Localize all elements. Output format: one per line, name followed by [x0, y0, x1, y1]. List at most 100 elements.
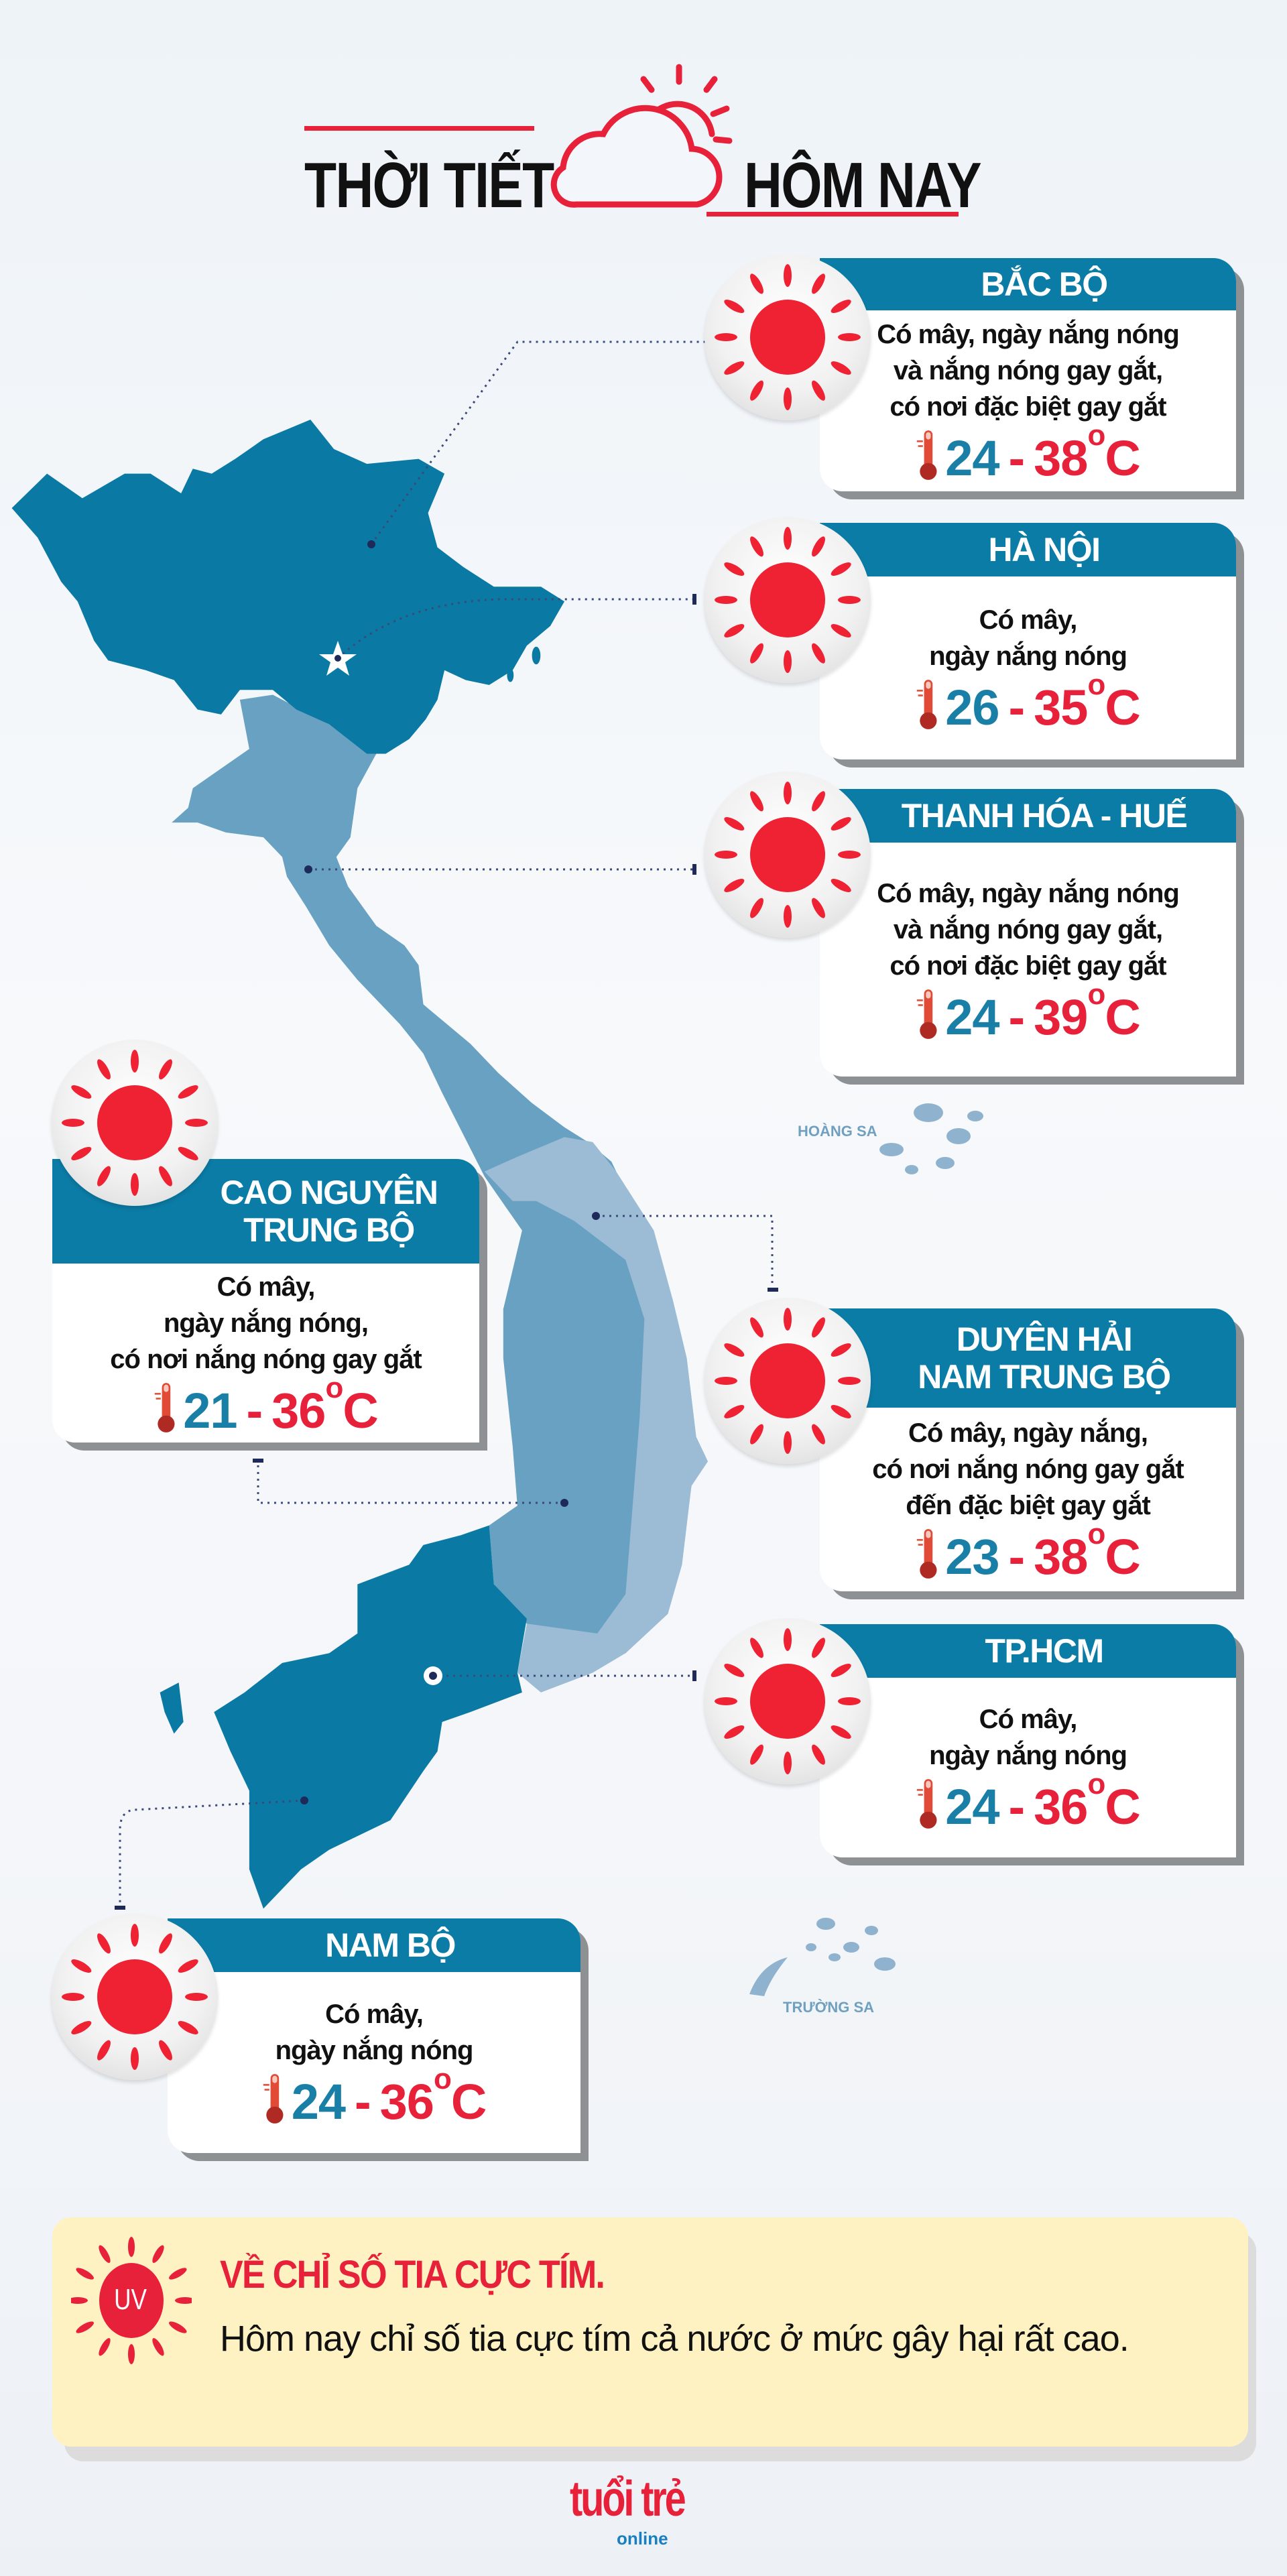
sun-ray	[724, 1343, 745, 1357]
temp-separator: -	[1008, 1529, 1026, 1585]
uv-sun-ray	[76, 2268, 94, 2280]
sun-ray	[724, 879, 745, 892]
temperature-range: 24-39 o C	[916, 978, 1141, 1045]
uv-sun-ray	[76, 2321, 94, 2333]
temp-min: 24	[945, 1779, 999, 1835]
card-body: Có mây, ngày nắng nóng 24-36 o C	[168, 1972, 580, 2153]
sun-ray	[715, 596, 737, 604]
sun-ray	[784, 1431, 792, 1454]
sun-ray	[715, 1377, 737, 1385]
degree-symbol: o	[433, 2063, 452, 2095]
tuoi-tre-logo: tuổi trẻ online	[570, 2472, 744, 2553]
sun-ray	[715, 1697, 737, 1705]
thermometer-icon	[916, 430, 937, 480]
card-box: TP.HCM Có mây, ngày nắng nóng 24-36 o C	[820, 1624, 1236, 1857]
uv-sun-ray	[128, 2237, 135, 2257]
region-name: HÀ NỘI	[820, 523, 1236, 576]
cloud-sun-icon	[536, 47, 737, 221]
sun-ray	[784, 905, 792, 928]
sun-ray	[812, 1317, 825, 1338]
sun-ray	[62, 1993, 84, 2001]
temperature-range: 23-38 o C	[916, 1518, 1141, 1585]
sun-disc	[750, 1664, 825, 1739]
uv-sun-icon: UV	[68, 2231, 195, 2365]
sun-ray	[784, 527, 792, 550]
sun-ray	[131, 1173, 139, 1196]
sun-ray	[71, 1147, 92, 1160]
card-box: DUYÊN HẢI NAM TRUNG BỘ Có mây, ngày nắng,…	[820, 1308, 1236, 1591]
sun-ray	[831, 817, 851, 831]
sun-ray	[724, 817, 745, 831]
sun-disc	[97, 1959, 172, 2034]
sun-ray	[812, 536, 825, 557]
sun-disc	[750, 817, 825, 892]
sun-ray	[784, 1308, 792, 1331]
uv-sun-ray	[99, 2245, 111, 2263]
sun-ray	[185, 1119, 208, 1127]
thermometer-icon	[154, 1382, 175, 1432]
sun-ray	[750, 273, 763, 294]
temperature-range: 24-36 o C	[916, 1768, 1141, 1835]
uv-sun-ray	[152, 2245, 164, 2263]
sun-ray	[178, 1147, 198, 1160]
weather-description: Có mây, ngày nắng, có nơi nắng nóng gay …	[872, 1418, 1184, 1520]
sun-icon	[704, 517, 871, 683]
temp-unit: C	[1105, 1779, 1140, 1835]
sun-ray	[159, 1166, 172, 1186]
temperature-range: 21-36 o C	[154, 1371, 379, 1438]
degree-symbol: o	[1087, 977, 1105, 1011]
temp-max: 36	[271, 1382, 326, 1438]
temp-min: 24	[945, 989, 999, 1045]
sun-ray	[784, 650, 792, 673]
sun-ray	[159, 2040, 172, 2061]
sun-icon	[704, 1298, 871, 1464]
sun-ray	[178, 1959, 198, 1973]
thermometer-icon	[916, 1529, 937, 1579]
weather-description: Có mây, ngày nắng nóng và nắng nóng gay …	[877, 320, 1180, 422]
sun-ray	[812, 1744, 825, 1765]
degree-symbol: o	[1087, 419, 1105, 452]
weather-description: Có mây, ngày nắng nóng, có nơi nắng nóng…	[110, 1272, 422, 1374]
sun-ray	[838, 1377, 861, 1385]
logo-sub: online	[617, 2528, 668, 2549]
temp-min: 26	[945, 679, 999, 735]
uv-text: Hôm nay chỉ số tia cực tím cả nước ở mức…	[220, 2319, 1129, 2359]
sun-disc	[750, 562, 825, 637]
thermometer-icon	[916, 989, 937, 1039]
sun-ray	[97, 2040, 111, 2061]
sun-ray	[812, 380, 825, 401]
thermometer-icon	[916, 679, 937, 729]
sun-ray	[750, 1638, 763, 1658]
sun-ray	[812, 898, 825, 918]
uv-sun-ray	[152, 2338, 164, 2356]
sun-ray	[812, 1424, 825, 1445]
temp-separator: -	[1008, 679, 1026, 735]
sun-ray	[724, 562, 745, 576]
card-box: BẮC BỘ Có mây, ngày nắng nóng và nắng nón…	[820, 258, 1236, 491]
sun-ray	[750, 1424, 763, 1445]
degree-symbol: o	[1087, 1518, 1105, 1550]
temp-unit: C	[1105, 1529, 1140, 1585]
sun-ray	[831, 300, 851, 313]
sun-ray	[724, 624, 745, 637]
sun-icon	[52, 1040, 218, 1206]
sun-ray	[831, 879, 851, 892]
uv-sun-ray	[68, 2297, 88, 2304]
sun-ray	[97, 1166, 111, 1186]
sun-ray	[159, 1933, 172, 1954]
region-card: DUYÊN HẢI NAM TRUNG BỘ Có mây, ngày nắng,…	[820, 1308, 1244, 1599]
sun-ray	[831, 1343, 851, 1357]
region-name: THANH HÓA - HUẾ	[820, 789, 1236, 843]
sun-icon	[704, 1618, 871, 1784]
title-rule-bottom	[707, 212, 959, 217]
temp-separator: -	[1008, 1779, 1026, 1835]
temp-min: 21	[183, 1382, 237, 1438]
truong-sa-islands	[749, 1918, 896, 1996]
card-body: Có mây, ngày nắng nóng, có nơi nắng nóng…	[52, 1264, 479, 1443]
temp-unit: C	[1105, 430, 1140, 486]
weather-description: Có mây, ngày nắng nóng và nắng nóng gay …	[877, 878, 1180, 981]
region-name: BẮC BỘ	[820, 258, 1236, 310]
card-box: NAM BỘ Có mây, ngày nắng nóng 24-36 o C	[168, 1918, 580, 2153]
sun-ray	[812, 273, 825, 294]
sun-disc	[750, 300, 825, 375]
